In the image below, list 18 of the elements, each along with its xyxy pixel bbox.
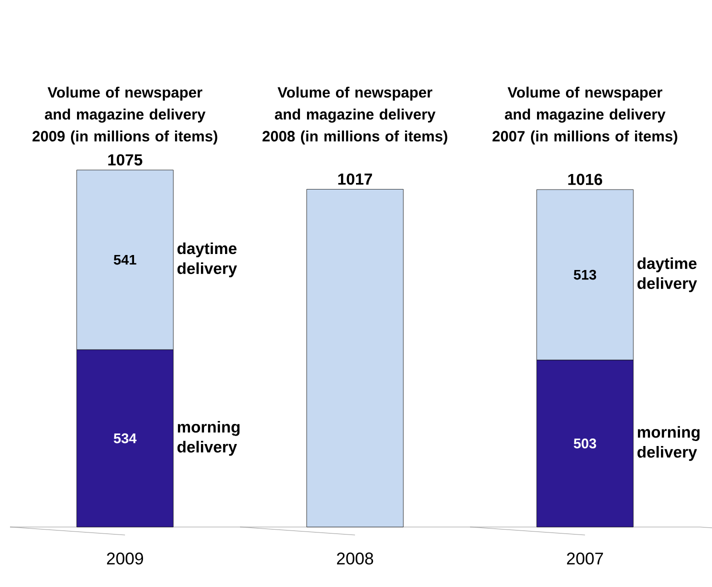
text: morning delivery: [637, 426, 700, 461]
text: Volume of newspaper and magazine delivery 2009 (in millions of items): [32, 86, 218, 144]
series-label: daytime delivery: [177, 242, 237, 278]
text: Volume of newspaper and magazine delivery 2007 (in millions of items): [492, 86, 678, 144]
data-label: 541: [114, 254, 136, 265]
total-label: 1075: [108, 154, 142, 166]
data-label: 513: [574, 270, 596, 280]
data-label: 534: [114, 433, 137, 444]
series-label: morning delivery: [177, 420, 240, 456]
bar: [306, 189, 404, 528]
x-tick-label: 2008: [337, 552, 374, 565]
data-label: 503: [574, 438, 596, 448]
total-label: 1017: [338, 173, 372, 185]
text: daytime delivery: [637, 257, 697, 292]
x-tick-label: 2009: [107, 552, 144, 565]
x-tick-label: 2007: [567, 552, 603, 565]
text: Volume of newspaper and magazine delivery 2008 (in millions of items): [262, 86, 448, 144]
total-label: 1016: [568, 174, 602, 186]
